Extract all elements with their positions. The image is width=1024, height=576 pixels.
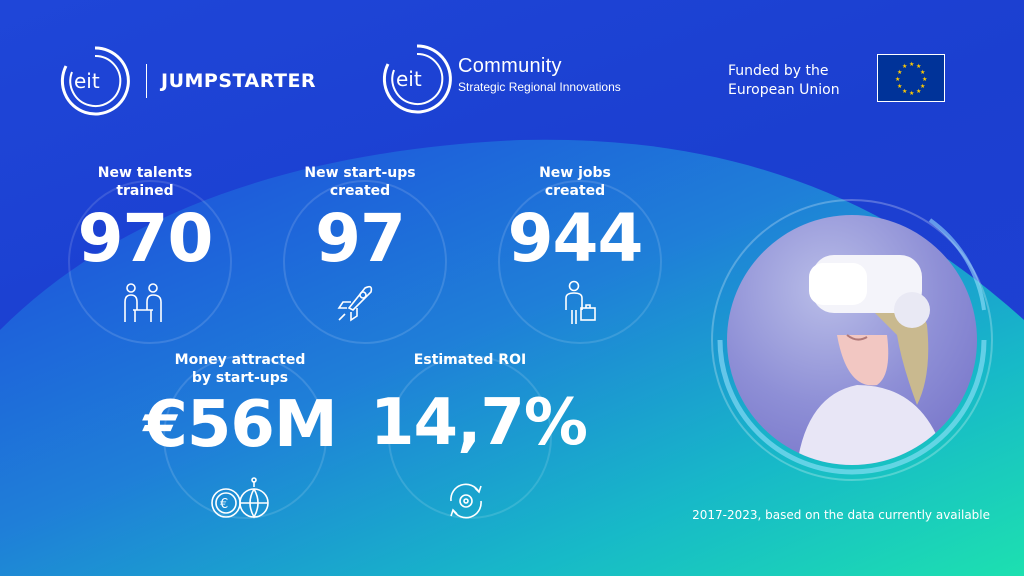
- svg-text:★: ★: [897, 69, 902, 76]
- stat-value: 970: [77, 200, 214, 277]
- person-with-briefcase-icon: [565, 280, 596, 324]
- eit-ring-icon: eit: [60, 46, 130, 116]
- community-subtitle: Strategic Regional Innovations: [458, 79, 621, 94]
- stat-estimated-roi: Estimated ROI 14,7%: [370, 351, 588, 460]
- community-title: Community: [458, 54, 562, 77]
- gear-cycle-icon: [450, 483, 482, 519]
- eit-jumpstarter-logo: eit JUMPSTARTER: [58, 44, 316, 118]
- stat-label: New start-ups created: [304, 165, 416, 199]
- svg-text:★: ★: [897, 83, 902, 90]
- stat-label: New jobs created: [539, 165, 611, 199]
- decorative-ring: [68, 180, 232, 344]
- stat-money-attracted: Money attracted by start-ups €56M: [130, 351, 350, 457]
- stat-new-jobs: New jobs created 944: [490, 164, 660, 272]
- stat-value: €56M: [143, 388, 337, 462]
- stat-value: 944: [507, 200, 644, 277]
- svg-text:★: ★: [916, 88, 921, 95]
- stat-label: Estimated ROI: [413, 352, 527, 368]
- svg-text:eit: eit: [74, 69, 100, 93]
- decorative-ring: [163, 355, 327, 519]
- svg-text:★: ★: [902, 88, 907, 95]
- eit-ring-icon: eit: [382, 44, 452, 114]
- rocket-icon: [337, 285, 373, 322]
- stat-new-startups: New start-ups created 97: [275, 164, 445, 272]
- stat-new-talents: New talents trained 970: [60, 164, 230, 272]
- svg-text:★: ★: [909, 90, 914, 97]
- photo-rings: [711, 199, 993, 481]
- people-meeting-icon: [124, 283, 162, 322]
- stat-label: New talents trained: [97, 165, 193, 199]
- eu-flag-icon: ★ ★ ★ ★ ★ ★ ★ ★ ★ ★ ★ ★: [877, 54, 945, 102]
- vr-headset-woman-photo: [727, 215, 977, 465]
- svg-text:€: €: [220, 497, 228, 512]
- svg-text:★: ★: [895, 76, 900, 83]
- svg-text:★: ★: [922, 76, 927, 83]
- svg-text:eit: eit: [396, 67, 422, 91]
- logo-divider: [146, 64, 147, 98]
- decorative-ring: [388, 355, 552, 519]
- decorative-ring: [283, 180, 447, 344]
- svg-text:★: ★: [916, 63, 921, 70]
- jumpstarter-wordmark: JUMPSTARTER: [161, 70, 317, 92]
- decorative-ring: [498, 180, 662, 344]
- stat-value: 97: [315, 200, 406, 277]
- svg-text:★: ★: [909, 61, 914, 68]
- eit-community-logo: eit Community Strategic Regional Innovat…: [380, 42, 621, 116]
- funding-line-2: European Union: [728, 82, 840, 98]
- svg-text:★: ★: [920, 69, 925, 76]
- funding-line-1: Funded by the: [728, 63, 829, 79]
- funding-statement: Funded by the European Union: [728, 62, 840, 100]
- svg-text:★: ★: [920, 83, 925, 90]
- data-footnote: 2017-2023, based on the data currently a…: [692, 508, 990, 522]
- stat-value: 14,7%: [370, 386, 588, 460]
- euro-globe-icon: €: [211, 477, 269, 519]
- svg-text:★: ★: [902, 63, 907, 70]
- stat-label: Money attracted by start-ups: [174, 352, 306, 386]
